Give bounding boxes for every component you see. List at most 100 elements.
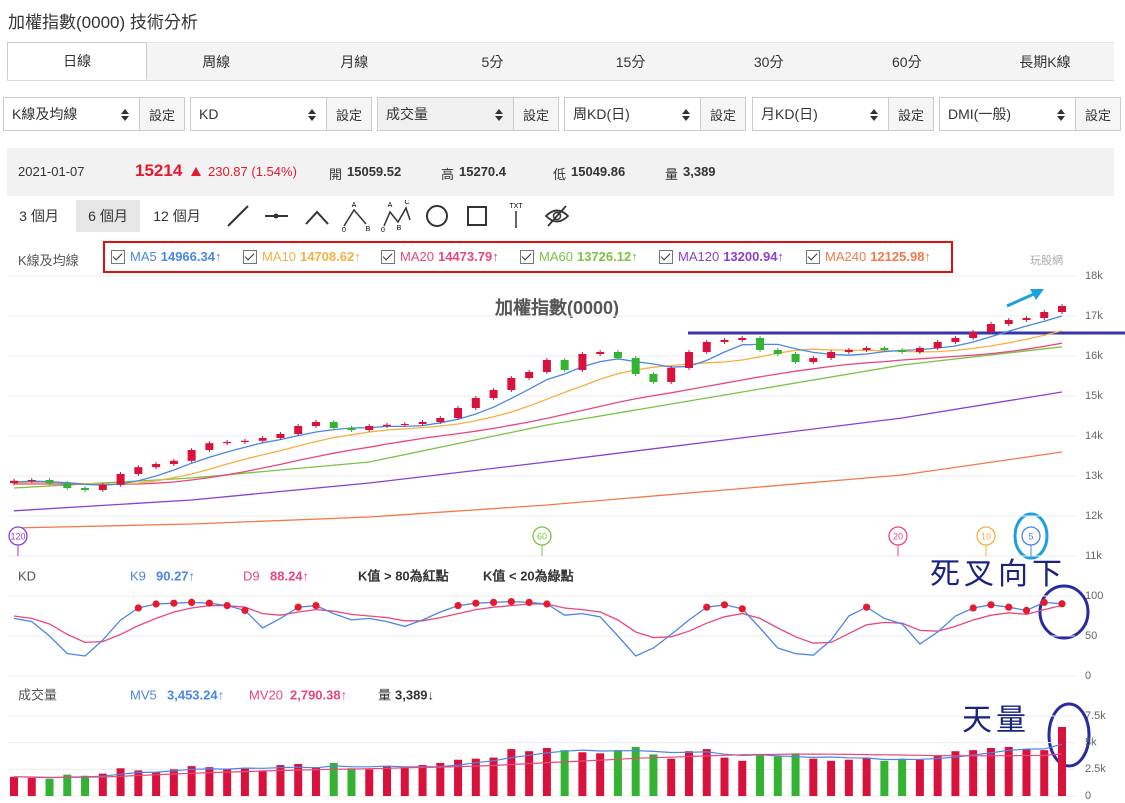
quote-open-label: 開 [329,167,343,182]
tab[interactable]: 15分 [561,42,700,80]
tool-peak[interactable] [305,210,329,225]
tab[interactable]: 日線 [7,42,148,80]
tool-segment[interactable] [265,213,288,219]
legend-value: 14966.34↑ [160,249,222,264]
bar [134,770,143,796]
candle-body [738,338,747,340]
tool-text: B [366,226,371,233]
selector: K線及均線 設定 [3,97,185,131]
range-button[interactable]: 6 個月 [76,200,140,232]
range-button[interactable]: 3 個月 [19,208,59,224]
settings-button[interactable]: 設定 [1076,97,1121,131]
tab[interactable]: 5分 [423,42,562,80]
bar [773,756,782,796]
dropdown[interactable]: DMI(一般) [939,97,1076,131]
tab[interactable]: 月線 [285,42,424,80]
bar [365,769,374,796]
dropdown[interactable]: 周KD(日) [564,97,701,131]
candle-body [365,426,374,430]
candle-body [915,348,924,352]
bar [10,776,18,796]
annotation-text: 天量 [962,704,1030,737]
candle-body [702,342,711,352]
k-dot [152,600,160,608]
candle-body [1058,306,1066,312]
dropdown[interactable]: KD [190,97,327,131]
line [13,391,1063,512]
checkbox[interactable] [806,249,820,264]
tool-text[interactable]: TXT [509,203,523,228]
selector: DMI(一般) 設定 [939,97,1121,131]
tab[interactable]: 30分 [699,42,838,80]
bar [489,757,498,796]
tool-rect[interactable] [467,206,487,226]
tool-hide[interactable] [544,205,570,227]
settings-button[interactable]: 設定 [701,97,746,131]
k-dot [1005,603,1013,611]
checkbox[interactable] [381,249,395,264]
quote-change: 230.87 (1.54%) [208,164,297,179]
dropdown-value: 成交量 [386,106,428,122]
dropdown[interactable]: 成交量 [377,97,514,131]
legend-name: MA60 [539,249,573,264]
tool-abc[interactable]: A 0 B [342,202,371,234]
bar [702,749,711,796]
selector: 月KD(日) 設定 [752,97,934,131]
checkbox[interactable] [111,249,125,264]
tab[interactable]: 60分 [837,42,976,80]
legend-item: MA120 13200.94↑ [659,249,784,264]
bar [1040,750,1049,796]
tool-abcd[interactable]: A C 0 B [381,200,411,234]
y-tick-label: 50 [1085,630,1097,642]
settings-button[interactable]: 設定 [140,97,185,131]
charts: 加權指數(0000) 11k 12k 13k 14k 15k 16k 17k 18k 120 60… [8,270,1125,802]
legend-value: 3,389↓ [395,687,434,702]
tab[interactable]: 長期K線 [975,42,1114,80]
settings-button[interactable]: 設定 [327,97,372,131]
legend-item: MA240 12125.98↑ [806,249,931,264]
bar [667,758,676,796]
candle-body [631,358,640,374]
bar [933,755,942,796]
candle-body [383,424,392,426]
period-marker-label: 60 [537,531,547,541]
tab[interactable]: 周線 [147,42,286,80]
dropdown[interactable]: 月KD(日) [752,97,889,131]
k-dot [1058,600,1066,608]
k-dot [543,600,551,608]
checkbox[interactable] [243,249,257,264]
dropdown[interactable]: K線及均線 [3,97,140,131]
candle-body [596,352,605,354]
settings-button[interactable]: 設定 [514,97,559,131]
candle-body [10,480,18,484]
bar [809,758,818,796]
period-marker [8,526,28,546]
tool-text-label: TXT [509,203,523,210]
candle-body [347,428,356,430]
checkbox[interactable] [520,249,534,264]
legend-item: MA5 14966.34↑ [111,249,221,264]
k-dot [223,602,231,610]
bar [542,748,551,796]
legend-item: MA10 14708.62↑ [243,249,361,264]
checkbox[interactable] [659,249,673,264]
y-tick-label: 15k [1085,390,1103,402]
tool-text: A [388,202,393,209]
bar [844,759,853,796]
y-tick-label: 0 [1085,790,1091,802]
line [13,600,1063,657]
quote-low: 15049.86 [571,164,626,179]
settings-button[interactable]: 設定 [889,97,934,131]
tool-line[interactable] [227,205,249,227]
tool-circle[interactable] [426,205,448,227]
k-dot [170,599,178,607]
bar [525,751,534,796]
y-tick-label: 12k [1085,510,1103,522]
dropdown-arrow [308,109,316,121]
k-dot [188,598,196,606]
range-button[interactable]: 12 個月 [153,208,201,224]
candle-body [45,480,54,484]
bar [880,760,889,796]
candle-body [756,338,765,350]
